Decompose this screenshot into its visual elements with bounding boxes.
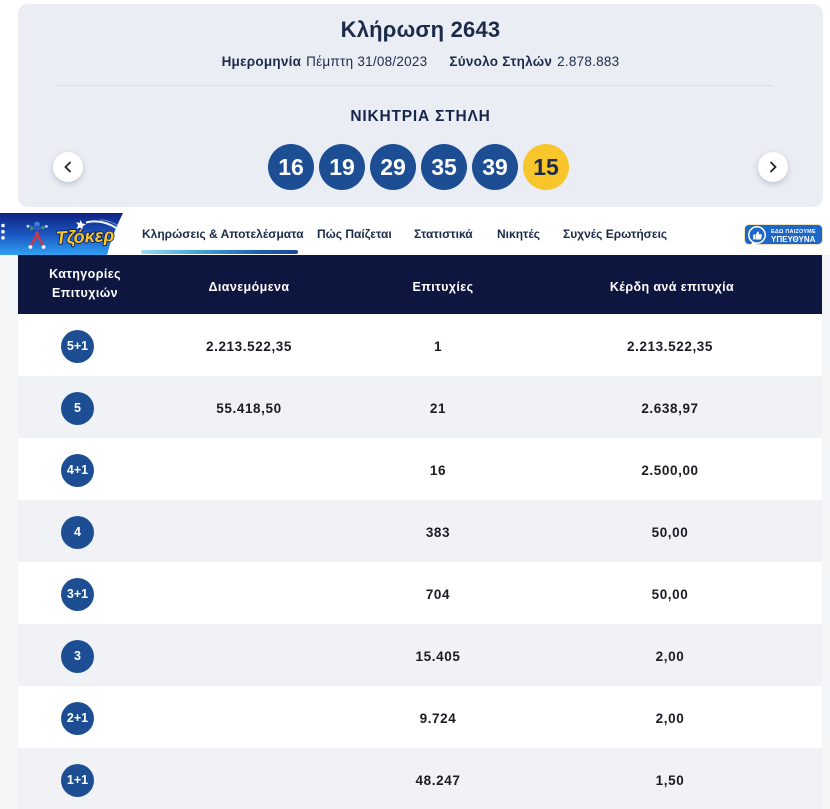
- svg-text:Τζόκερ: Τζόκερ: [55, 225, 115, 249]
